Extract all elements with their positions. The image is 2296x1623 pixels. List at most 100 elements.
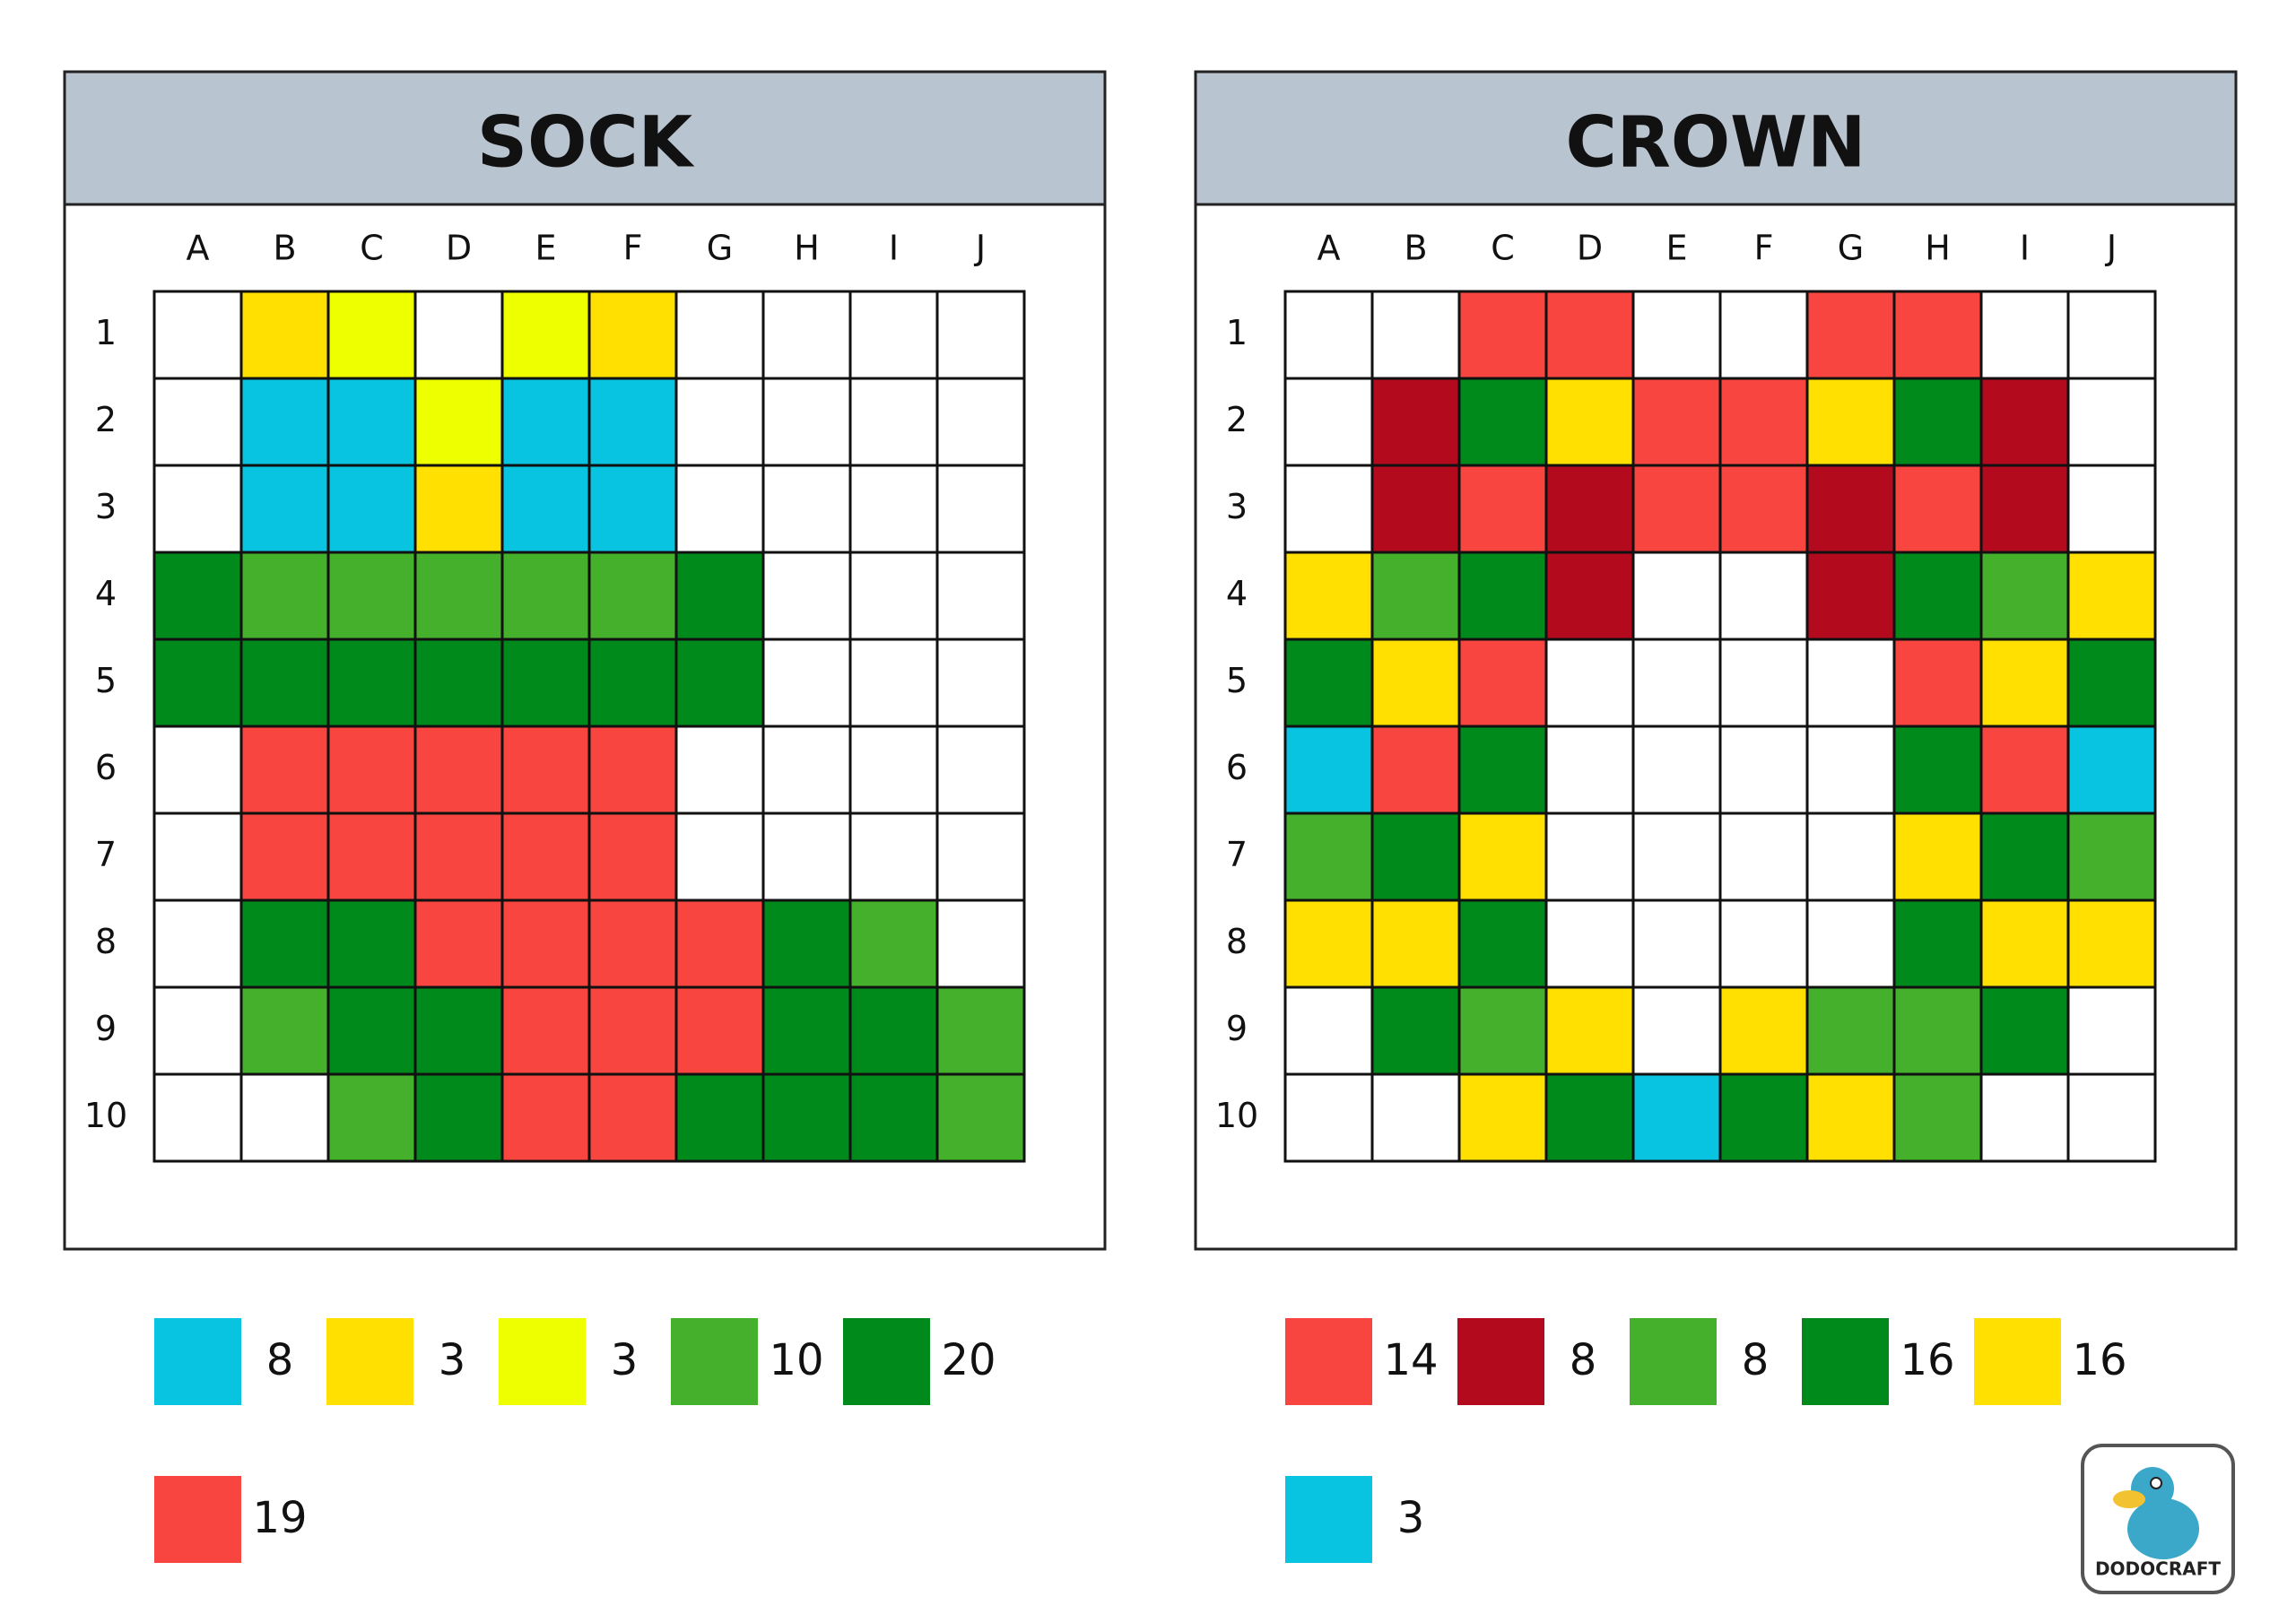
grid-cell xyxy=(761,898,852,989)
grid-cell xyxy=(500,551,591,641)
grid-cell xyxy=(1544,464,1635,554)
grid-cell xyxy=(1718,638,1809,728)
legend-swatch xyxy=(1802,1318,1889,1405)
grid-cell xyxy=(587,812,678,902)
grid-cell xyxy=(587,638,678,728)
grid-cell xyxy=(239,725,330,815)
grid-cell xyxy=(152,464,243,554)
grid-cell xyxy=(1892,985,1983,1076)
grid-cell xyxy=(413,377,504,467)
grid-cell xyxy=(413,464,504,554)
grid-cell xyxy=(674,290,765,380)
grid-cell xyxy=(674,464,765,554)
grid-cell xyxy=(848,638,939,728)
grid-cell xyxy=(1805,464,1896,554)
column-label: H xyxy=(794,229,820,268)
grid-cell xyxy=(935,812,1026,902)
grid-cell xyxy=(1544,377,1635,467)
grid-cell xyxy=(152,985,243,1076)
column-label: J xyxy=(974,229,986,268)
grid-cell xyxy=(1631,725,1722,815)
grid-cell xyxy=(1805,985,1896,1076)
grid-cell xyxy=(1283,377,1374,467)
column-label: C xyxy=(1491,229,1515,268)
grid-cell xyxy=(674,812,765,902)
grid-cell xyxy=(1370,985,1461,1076)
grid-cell xyxy=(1631,898,1722,989)
grid-cell xyxy=(935,551,1026,641)
grid-cell xyxy=(326,638,417,728)
grid-cell xyxy=(1283,812,1374,902)
grid-cell xyxy=(1892,1072,1983,1163)
grid-cell xyxy=(1718,725,1809,815)
row-label: 5 xyxy=(1226,661,1248,700)
grid-cell xyxy=(1718,1072,1809,1163)
column-label: E xyxy=(535,229,556,268)
grid-cell xyxy=(239,377,330,467)
column-label: I xyxy=(2020,229,2030,268)
grid-cell xyxy=(761,1072,852,1163)
panel-header xyxy=(63,70,1107,206)
grid-cell xyxy=(413,985,504,1076)
grid-cell xyxy=(1457,377,1548,467)
grid-cell xyxy=(935,464,1026,554)
grid-cell xyxy=(1370,377,1461,467)
grid-cell xyxy=(2066,638,2157,728)
column-label: G xyxy=(707,229,733,268)
row-label: 2 xyxy=(95,400,117,439)
grid-cell xyxy=(674,1072,765,1163)
legend-count: 14 xyxy=(1383,1335,1438,1385)
column-label: D xyxy=(1577,229,1603,268)
grid-cell xyxy=(1544,1072,1635,1163)
grid-cell xyxy=(1457,812,1548,902)
grid-cell xyxy=(848,551,939,641)
grid-cell xyxy=(2066,725,2157,815)
grid-cell xyxy=(1544,812,1635,902)
row-label: 6 xyxy=(95,748,117,787)
grid-cell xyxy=(1892,377,1983,467)
grid-cell xyxy=(2066,464,2157,554)
grid-cell xyxy=(2066,377,2157,467)
grid-cell xyxy=(1892,638,1983,728)
grid-cell xyxy=(1283,898,1374,989)
grid-cell xyxy=(239,812,330,902)
grid-cell xyxy=(413,638,504,728)
grid-cell xyxy=(1718,898,1809,989)
grid-cell xyxy=(152,638,243,728)
grid-cell xyxy=(500,464,591,554)
grid-cell xyxy=(1805,290,1896,380)
grid-cell xyxy=(1631,1072,1722,1163)
legend-swatch xyxy=(154,1318,241,1405)
grid-cell xyxy=(1718,551,1809,641)
grid-cell xyxy=(326,551,417,641)
grid-cell xyxy=(935,377,1026,467)
grid-cell xyxy=(1805,812,1896,902)
grid-cell xyxy=(935,290,1026,380)
grid-cell xyxy=(1631,638,1722,728)
legend-count: 10 xyxy=(769,1335,823,1385)
grid-cell xyxy=(2066,985,2157,1076)
grid-cell xyxy=(674,985,765,1076)
row-label: 10 xyxy=(84,1096,127,1135)
grid-cell xyxy=(1892,898,1983,989)
grid-cell xyxy=(500,812,591,902)
grid-cell xyxy=(1718,377,1809,467)
grid-cell xyxy=(326,464,417,554)
grid-cell xyxy=(239,290,330,380)
grid-cell xyxy=(500,985,591,1076)
grid-cell xyxy=(587,985,678,1076)
grid-cell xyxy=(1370,290,1461,380)
row-label: 9 xyxy=(95,1009,117,1048)
legend-count: 3 xyxy=(439,1335,466,1385)
grid-cell xyxy=(326,985,417,1076)
grid-cell xyxy=(848,725,939,815)
column-label: F xyxy=(623,229,643,268)
grid-cell xyxy=(1805,638,1896,728)
grid-cell xyxy=(587,377,678,467)
grid-cell xyxy=(152,898,243,989)
grid-cell xyxy=(761,464,852,554)
grid-cell xyxy=(1370,725,1461,815)
grid-cell xyxy=(1370,638,1461,728)
column-label: A xyxy=(1318,229,1341,268)
